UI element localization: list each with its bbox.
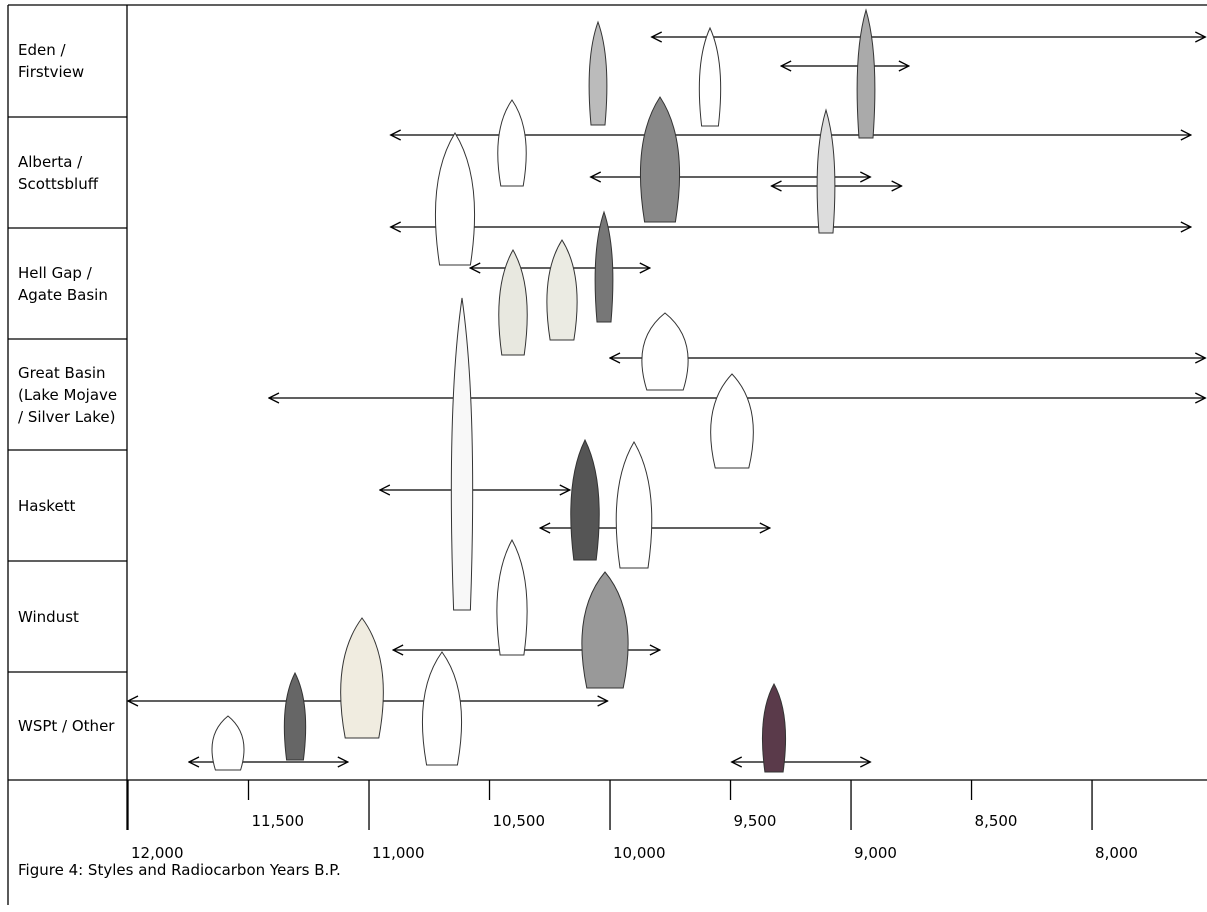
- point-image: [422, 652, 461, 765]
- point-image: [497, 540, 527, 655]
- x-tick-label: 10,000: [613, 844, 666, 862]
- row-label: WSPt / Other: [18, 672, 118, 780]
- x-tick-label: 11,500: [252, 812, 305, 830]
- x-tick-label: 10,500: [493, 812, 546, 830]
- point-image: [595, 212, 613, 322]
- point-image: [451, 298, 472, 610]
- point-image: [284, 673, 305, 760]
- x-tick-label: 8,500: [975, 812, 1018, 830]
- point-image: [640, 97, 679, 222]
- row-label: Alberta / Scottsbluff: [18, 117, 118, 228]
- point-image: [857, 10, 875, 138]
- point-image: [212, 716, 244, 770]
- point-image: [341, 618, 384, 738]
- point-image: [817, 110, 835, 233]
- point-image: [498, 100, 526, 186]
- point-image: [582, 572, 628, 688]
- row-label: Great Basin (Lake Mojave / Silver Lake): [18, 339, 118, 450]
- row-label: Windust: [18, 561, 118, 672]
- point-image: [589, 22, 607, 125]
- x-tick-label: 12,000: [131, 844, 184, 862]
- point-image: [435, 133, 474, 265]
- frame: [8, 5, 1207, 905]
- row-label: Eden / Firstview: [18, 5, 118, 117]
- chart: Figure 4: Styles and Radiocarbon Years B…: [0, 0, 1207, 912]
- point-image: [571, 440, 599, 560]
- point-image: [699, 28, 720, 126]
- x-tick-label: 9,000: [854, 844, 897, 862]
- point-image: [499, 250, 527, 355]
- point-image: [616, 442, 652, 568]
- row-label: Haskett: [18, 450, 118, 561]
- point-image: [762, 684, 785, 772]
- caption: Figure 4: Styles and Radiocarbon Years B…: [18, 861, 341, 879]
- point-image: [711, 374, 754, 468]
- x-tick-label: 9,500: [734, 812, 777, 830]
- x-tick-label: 8,000: [1095, 844, 1138, 862]
- point-image: [547, 240, 577, 340]
- figure: Figure 4: Styles and Radiocarbon Years B…: [0, 0, 1207, 912]
- point-image: [642, 313, 688, 390]
- x-tick-label: 11,000: [372, 844, 425, 862]
- row-label: Hell Gap / Agate Basin: [18, 228, 118, 339]
